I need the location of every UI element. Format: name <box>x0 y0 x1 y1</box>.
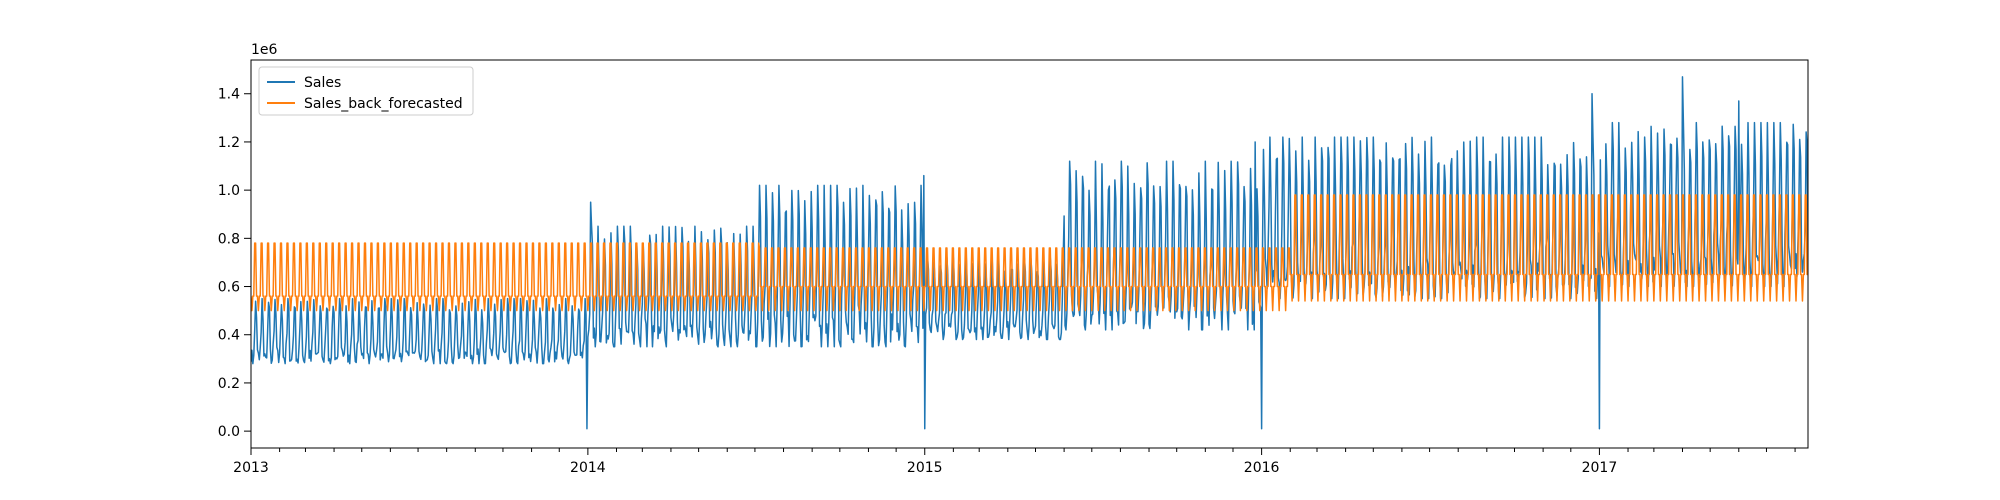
y-offset-label: 1e6 <box>251 42 278 58</box>
y-tick-label: 0.6 <box>218 280 240 296</box>
x-axis: 2013 2014 2015 2016 2017 <box>233 448 1796 476</box>
x-tick-label: 2016 <box>1244 460 1280 476</box>
x-tick-label: 2013 <box>233 460 269 476</box>
series-layer <box>251 76 1808 430</box>
y-tick-label: 0.0 <box>218 424 240 440</box>
x-tick-label: 2017 <box>1582 460 1618 476</box>
y-tick-label: 1.0 <box>218 183 240 199</box>
y-tick-label: 0.4 <box>218 328 240 344</box>
y-tick-label: 0.8 <box>218 231 240 247</box>
sales-line <box>251 76 1808 430</box>
legend-box <box>258 66 474 116</box>
y-tick-label: 0.2 <box>218 376 240 392</box>
x-tick-label: 2014 <box>570 460 606 476</box>
sales-back-forecasted-line <box>251 194 1808 312</box>
legend-label: Sales <box>304 75 341 91</box>
y-tick-label: 1.4 <box>218 87 240 103</box>
legend: Sales Sales_back_forecasted <box>258 66 474 116</box>
legend-label: Sales_back_forecasted <box>304 96 463 112</box>
y-axis: 0.0 0.2 0.4 0.6 0.8 1.0 1.2 1.4 <box>218 87 251 440</box>
y-tick-label: 1.2 <box>218 135 240 151</box>
x-tick-label: 2015 <box>907 460 943 476</box>
plot-frame <box>250 59 1809 449</box>
